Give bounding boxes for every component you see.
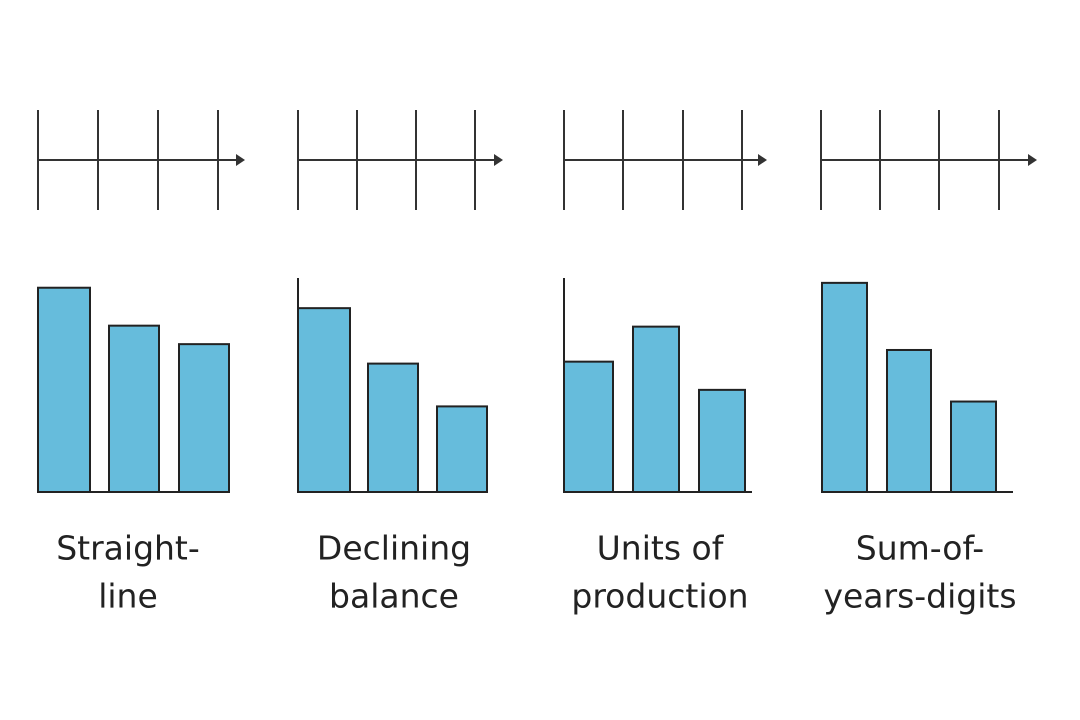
panel-label: years-digits [823, 577, 1016, 616]
panel-label: Straight- [56, 529, 200, 568]
bar [821, 281, 868, 494]
bar [563, 360, 614, 493]
bar [886, 348, 932, 493]
timeline-arrow [236, 154, 245, 166]
timeline-arrow [758, 154, 767, 166]
panel-label: line [98, 577, 158, 616]
panel-label: Declining [317, 529, 471, 568]
bar [436, 405, 488, 493]
bar [178, 343, 230, 493]
panel-label: balance [329, 577, 459, 616]
bar [108, 324, 160, 493]
bar [950, 400, 997, 494]
timeline-arrow [494, 154, 503, 166]
panel-label: production [571, 577, 748, 616]
panel-label: Units of [597, 529, 725, 568]
bar [297, 307, 351, 493]
panel-label: Sum-of- [856, 529, 984, 568]
bar [367, 362, 419, 493]
bar [698, 388, 746, 494]
timeline-arrow [1028, 154, 1037, 166]
bar [632, 325, 680, 493]
bar [37, 286, 91, 493]
